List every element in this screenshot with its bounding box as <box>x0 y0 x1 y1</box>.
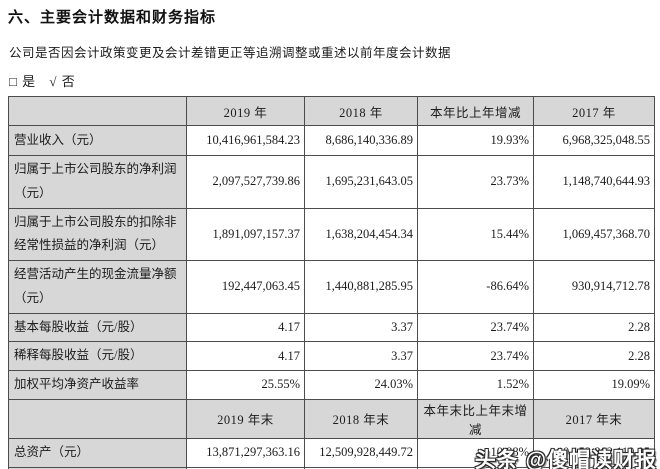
value-cell: 10,152,862,119.05 <box>533 437 655 468</box>
value-cell: 23.74% <box>417 312 534 343</box>
column-header-2017-end: 2017 年末 <box>533 398 655 439</box>
row-label: 归属于上市公司股东的净利润（元） <box>8 155 187 209</box>
table-row-net-assets: 归属于上市公司股东的净资产（元） 8,944,111,764.44 7,601,… <box>8 466 655 469</box>
value-cell: 1,069,457,368.70 <box>533 207 655 261</box>
value-cell: 1,695,231,643.05 <box>304 155 418 209</box>
value-cell: 3.37 <box>304 341 418 371</box>
table-row-total-assets: 总资产（元） 13,871,297,363.16 12,509,928,449.… <box>8 437 655 468</box>
column-header-2018: 2018 年 <box>304 96 418 126</box>
row-label: 总资产（元） <box>8 437 187 468</box>
table-row-operating-cash-flow: 经营活动产生的现金流量净额（元） 192,447,063.45 1,440,88… <box>8 260 655 314</box>
table-header-row-year-end: 2019 年末 2018 年末 本年末比上年末增减 2017 年末 <box>8 398 655 439</box>
value-cell: 2.28 <box>533 341 655 371</box>
column-header-2019: 2019 年 <box>186 96 305 126</box>
value-cell: 19.09% <box>533 370 655 400</box>
value-cell: 1,440,881,285.95 <box>304 260 418 314</box>
value-cell: 1.52% <box>417 370 534 400</box>
value-cell: 2.28 <box>533 312 655 343</box>
value-cell: 1,891,097,157.37 <box>186 207 305 261</box>
column-header-2018-end: 2018 年末 <box>304 398 418 439</box>
row-label: 稀释每股收益（元/股） <box>8 341 187 371</box>
row-label: 基本每股收益（元/股） <box>8 312 187 343</box>
table-row-deducted-net-profit: 归属于上市公司股东的扣除非经常性损益的净利润（元） 1,891,097,157.… <box>8 207 655 261</box>
value-cell: 4.17 <box>186 312 305 343</box>
table-header-row-annual: 2019 年 2018 年 本年比上年增减 2017 年 <box>8 96 655 126</box>
restatement-answer: □ 是 √ 否 <box>9 71 660 90</box>
value-cell: 10.88% <box>417 437 534 468</box>
column-header-change: 本年比上年增减 <box>417 96 534 126</box>
value-cell: 19.93% <box>417 125 534 156</box>
value-cell: 15.44% <box>417 207 534 261</box>
column-header-2017: 2017 年 <box>533 96 655 126</box>
financial-indicators-table: 2019 年 2018 年 本年比上年增减 2017 年 营业收入（元） 10,… <box>8 96 655 469</box>
section-title: 六、主要会计数据和财务指标 <box>8 9 217 26</box>
value-cell: 13,871,297,363.16 <box>186 437 305 468</box>
row-label: 经营活动产生的现金流量净额（元） <box>8 260 187 314</box>
value-cell: 10,416,961,584.23 <box>186 125 305 156</box>
corner-cell <box>8 398 187 439</box>
value-cell: 930,914,712.78 <box>533 260 655 314</box>
value-cell: 24.03% <box>304 370 418 400</box>
toutiao-watermark: 头条 @傻帽读财报 <box>474 449 657 469</box>
table-row-weighted-roe: 加权平均净资产收益率 25.55% 24.03% 1.52% 19.09% <box>8 370 655 400</box>
value-cell: 3.37 <box>304 312 418 343</box>
value-cell: 1,148,740,644.93 <box>533 155 655 209</box>
corner-cell <box>8 96 187 126</box>
value-cell: 23.73% <box>417 155 534 209</box>
table-row-basic-eps: 基本每股收益（元/股） 4.17 3.37 23.74% 2.28 <box>8 312 655 343</box>
table-row-diluted-eps: 稀释每股收益（元/股） 4.17 3.37 23.74% 2.28 <box>8 341 655 371</box>
row-label: 营业收入（元） <box>8 125 187 156</box>
value-cell: 4.17 <box>186 341 305 371</box>
value-cell: 6,968,325,048.55 <box>533 125 655 156</box>
value-cell: 192,447,063.45 <box>186 260 305 314</box>
value-cell: 6,450,973,278.28 <box>533 466 655 469</box>
value-cell: 8,686,140,336.89 <box>304 125 418 156</box>
column-header-2019-end: 2019 年末 <box>186 398 305 439</box>
option-yes: □ 是 <box>9 74 37 89</box>
restatement-question: 公司是否因会计政策变更及会计差错更正等追溯调整或重述以前年度会计数据 <box>9 46 452 60</box>
table-row-revenue: 营业收入（元） 10,416,961,584.23 8,686,140,336.… <box>8 125 655 156</box>
row-label: 归属于上市公司股东的扣除非经常性损益的净利润（元） <box>8 207 187 261</box>
value-cell: 2,097,527,739.86 <box>186 155 305 209</box>
value-cell: 23.74% <box>417 341 534 371</box>
value-cell: 25.55% <box>186 370 305 400</box>
value-cell: 1,638,204,454.34 <box>304 207 418 261</box>
row-label: 加权平均净资产收益率 <box>8 370 187 400</box>
option-no: √ 否 <box>49 74 76 89</box>
value-cell: -86.64% <box>417 260 534 314</box>
table-row-net-profit: 归属于上市公司股东的净利润（元） 2,097,527,739.86 1,695,… <box>8 155 655 209</box>
value-cell: 12,509,928,449.72 <box>304 437 418 468</box>
column-header-end-change: 本年末比上年末增减 <box>417 398 534 439</box>
